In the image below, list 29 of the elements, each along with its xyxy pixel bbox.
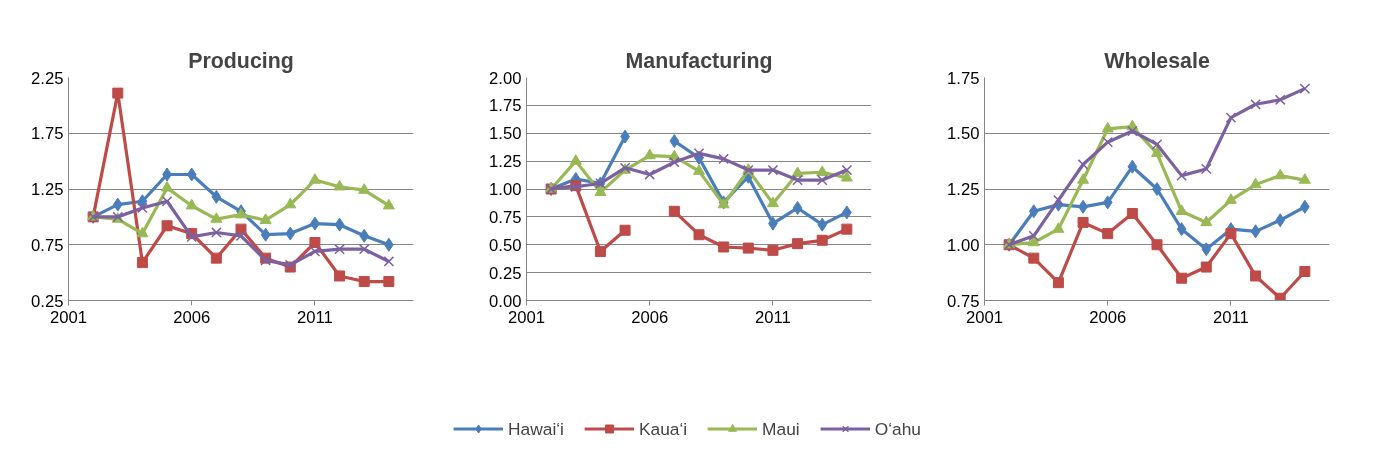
y-tick-label: 2.00 xyxy=(489,68,522,88)
x-tick-label: 2011 xyxy=(1213,307,1249,327)
y-tick-label: 2.25 xyxy=(31,68,64,88)
chart-title: Producing xyxy=(188,48,294,73)
legend-label: Maui xyxy=(762,418,800,439)
y-tick-label: 1.75 xyxy=(489,96,522,116)
y-tick-label: 0.75 xyxy=(489,207,522,227)
y-tick-label: 1.25 xyxy=(31,180,64,199)
chart-title: Manufacturing xyxy=(625,48,773,73)
x-tick-label: 2006 xyxy=(631,307,669,327)
legend-label: O‘ahu xyxy=(874,418,921,439)
y-tick-label: 1.75 xyxy=(947,68,980,88)
x-tick-label: 2011 xyxy=(297,307,333,327)
y-tick-label: 0.50 xyxy=(489,235,522,255)
y-tick-label: 1.00 xyxy=(489,180,522,199)
y-tick-label: 0.75 xyxy=(31,235,64,255)
x-tick-label: 2006 xyxy=(173,307,211,327)
y-tick-label: 0.25 xyxy=(489,263,522,283)
x-tick-label: 2011 xyxy=(755,307,791,327)
legend-label: Kaua‘i xyxy=(638,418,688,439)
y-tick-label: 1.75 xyxy=(31,124,64,144)
chart-title: Wholesale xyxy=(1104,48,1210,73)
y-tick-label: 1.25 xyxy=(947,180,980,199)
y-tick-label: 1.50 xyxy=(947,124,980,144)
x-tick-label: 2006 xyxy=(1089,307,1127,327)
legend-label: Hawai‘i xyxy=(508,418,564,439)
y-tick-label: 1.00 xyxy=(947,235,980,255)
y-tick-label: 1.25 xyxy=(489,152,522,172)
y-tick-label: 1.50 xyxy=(489,124,522,144)
